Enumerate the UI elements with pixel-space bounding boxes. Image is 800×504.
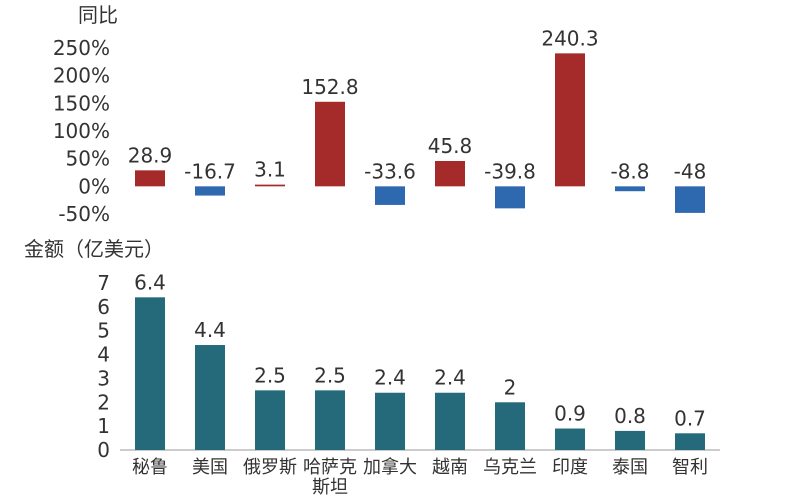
yoy-tick-label: -50% bbox=[58, 202, 110, 226]
yoy-bar bbox=[615, 186, 645, 192]
amount-bar bbox=[135, 297, 165, 450]
yoy-data-label: 240.3 bbox=[541, 26, 598, 50]
amount-data-label: 0.7 bbox=[674, 406, 706, 430]
amount-bar bbox=[495, 402, 525, 450]
amount-tick-label: 1 bbox=[97, 414, 110, 438]
yoy-bar bbox=[495, 186, 525, 209]
amount-bar bbox=[555, 428, 585, 450]
category-label: 泰国 bbox=[612, 457, 648, 478]
yoy-bar bbox=[555, 53, 585, 187]
yoy-tick-label: 50% bbox=[66, 147, 110, 171]
category-label: 越南 bbox=[432, 457, 468, 478]
amount-tick-label: 2 bbox=[97, 390, 110, 414]
amount-data-label: 6.4 bbox=[134, 270, 166, 294]
amount-data-labels: 6.4 4.4 2.5 2.5 2.4 2.4 2 0.9 0.8 0.7 bbox=[134, 270, 706, 430]
amount-data-label: 2.5 bbox=[314, 363, 346, 387]
amount-bars bbox=[135, 297, 705, 450]
amount-data-label: 2.4 bbox=[374, 366, 406, 390]
amount-data-label: 2.5 bbox=[254, 363, 286, 387]
yoy-data-label: 45.8 bbox=[428, 134, 473, 158]
amount-data-label: 0.9 bbox=[554, 402, 586, 426]
category-label: 加拿大 bbox=[363, 456, 417, 478]
amount-data-label: 0.8 bbox=[614, 404, 646, 428]
amount-tick-label: 6 bbox=[97, 295, 110, 319]
amount-bar bbox=[255, 390, 285, 450]
category-label: 乌克兰 bbox=[483, 457, 537, 478]
yoy-tick-label: 250% bbox=[53, 36, 110, 60]
yoy-tick-label: 0% bbox=[78, 174, 110, 198]
yoy-axis-label: 同比 bbox=[78, 3, 118, 27]
yoy-bar bbox=[135, 170, 165, 187]
yoy-chart: 同比 250% 200% 150% 100% 50% 0% -50% 28.9 -16.7 3.… bbox=[53, 3, 707, 226]
amount-bar bbox=[315, 390, 345, 450]
yoy-bar bbox=[435, 160, 465, 187]
yoy-tick-label: 150% bbox=[53, 91, 110, 115]
category-label: 哈萨克斯坦 bbox=[303, 457, 357, 498]
yoy-bar bbox=[675, 186, 705, 213]
yoy-bar bbox=[195, 186, 225, 196]
amount-tick-label: 0 bbox=[97, 438, 110, 462]
category-label: 印度 bbox=[552, 457, 588, 478]
category-label: 美国 bbox=[192, 457, 228, 478]
amount-bar bbox=[435, 392, 465, 450]
yoy-bar bbox=[255, 184, 285, 187]
amount-data-label: 4.4 bbox=[194, 318, 226, 342]
amount-bar bbox=[195, 345, 225, 450]
yoy-data-label: 3.1 bbox=[254, 158, 286, 182]
yoy-data-label: -48 bbox=[674, 159, 707, 183]
yoy-bar bbox=[375, 186, 405, 205]
yoy-data-label: 152.8 bbox=[301, 75, 358, 99]
amount-data-label: 2.4 bbox=[434, 366, 466, 390]
amount-bar bbox=[615, 430, 645, 450]
amount-tick-label: 5 bbox=[97, 319, 110, 343]
yoy-tick-label: 100% bbox=[53, 119, 110, 143]
yoy-data-labels: 28.9 -16.7 3.1 152.8 -33.6 45.8 -39.8 240.3 -8.8… bbox=[128, 26, 707, 183]
yoy-data-label: 28.9 bbox=[128, 143, 173, 167]
category-label: 秘鲁 bbox=[132, 457, 168, 478]
amount-bar bbox=[375, 392, 405, 450]
amount-tick-label: 3 bbox=[97, 366, 110, 390]
category-label: 智利 bbox=[672, 457, 708, 478]
yoy-data-label: -16.7 bbox=[184, 159, 236, 183]
amount-tick-label: 4 bbox=[97, 343, 110, 367]
amount-bar bbox=[675, 433, 705, 450]
yoy-tick-labels: 250% 200% 150% 100% 50% 0% -50% bbox=[53, 36, 110, 226]
category-label: 俄罗斯 bbox=[243, 457, 297, 478]
yoy-data-label: -39.8 bbox=[484, 159, 536, 183]
yoy-tick-label: 200% bbox=[53, 64, 110, 88]
yoy-data-label: -33.6 bbox=[364, 159, 416, 183]
yoy-bar bbox=[315, 101, 345, 187]
amount-axis-label: 金额（亿美元） bbox=[24, 237, 164, 261]
amount-data-label: 2 bbox=[504, 375, 517, 399]
yoy-bars bbox=[135, 53, 705, 213]
amount-tick-label: 7 bbox=[97, 271, 110, 295]
yoy-data-label: -8.8 bbox=[610, 159, 649, 183]
